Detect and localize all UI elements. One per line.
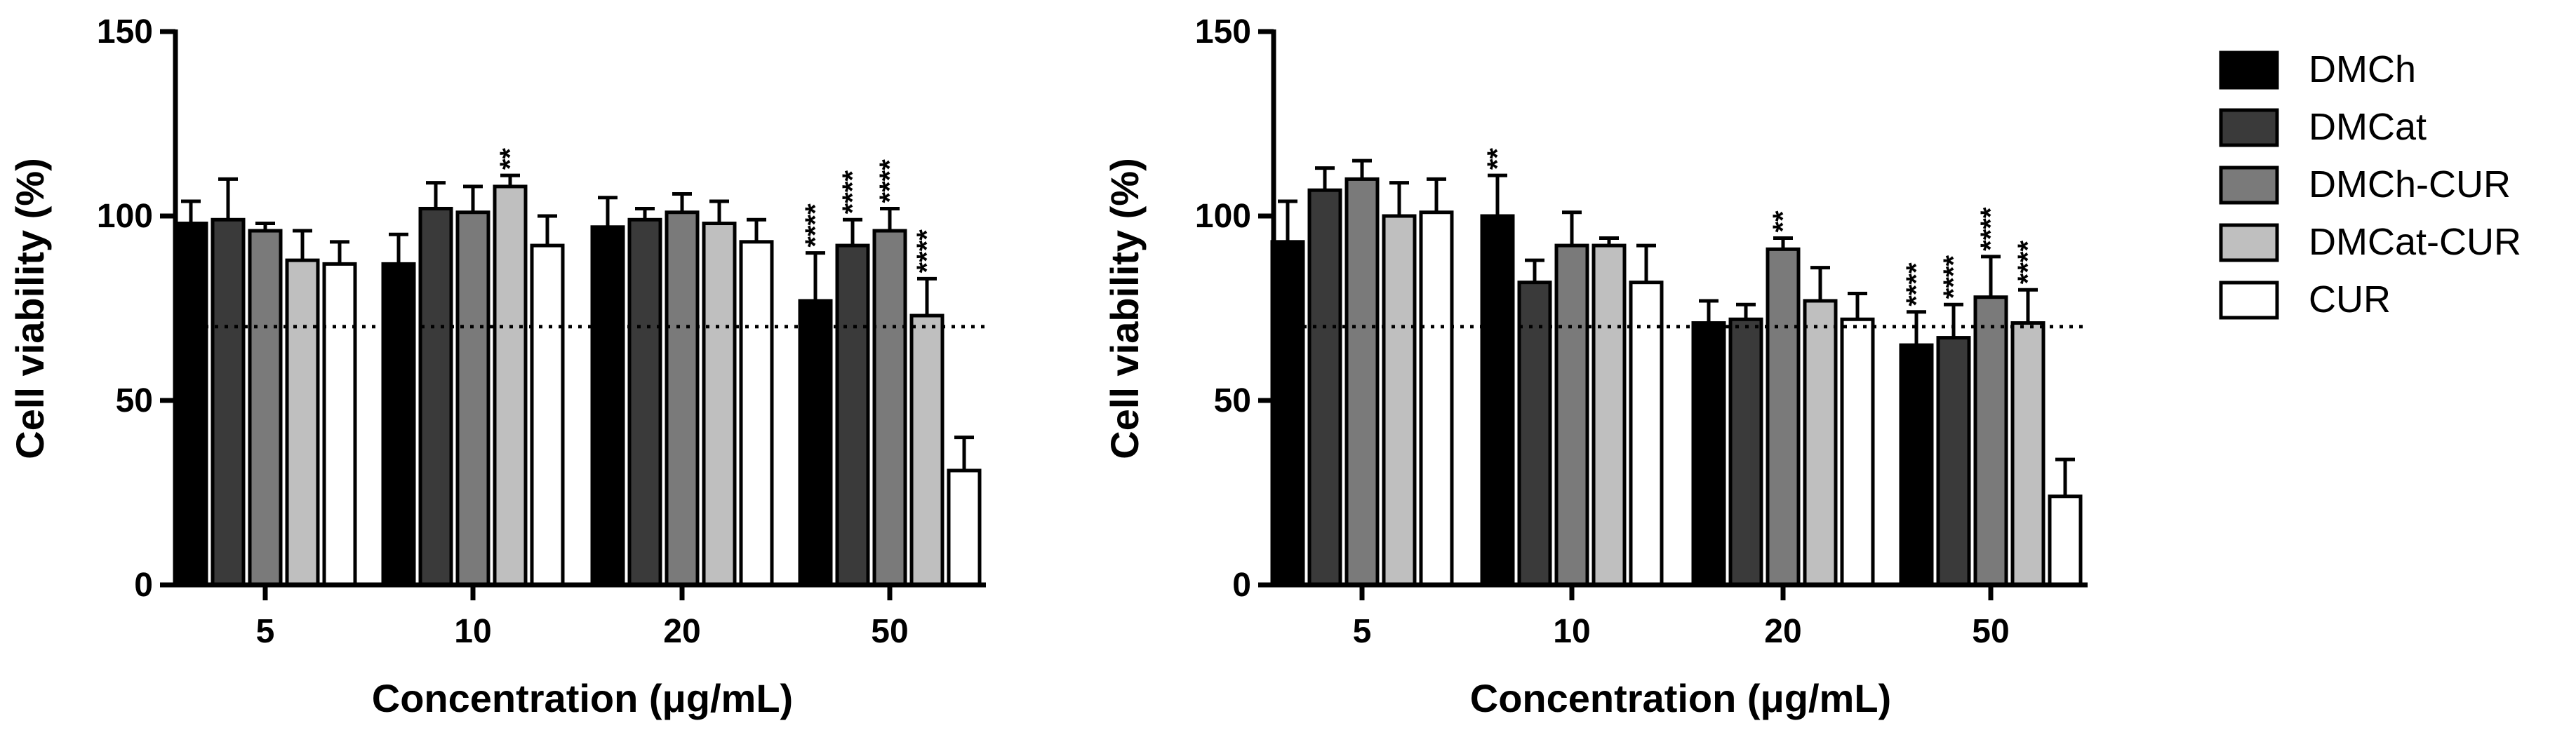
bar-cur-20 xyxy=(739,240,774,587)
significance-label: **** xyxy=(2013,241,2043,285)
bar-dmch-cur-50 xyxy=(872,229,907,587)
bar-dmch-cur-10 xyxy=(455,210,490,587)
y-tick-label: 0 xyxy=(1232,567,1251,604)
significance-label: **** xyxy=(912,229,942,274)
significance-label: ** xyxy=(1482,148,1513,170)
bar-dmch-cur-20 xyxy=(665,210,700,587)
bar-dmch-10 xyxy=(381,262,416,587)
bar-cur-50 xyxy=(947,468,982,587)
legend-swatch-dmch-cur xyxy=(2219,166,2279,205)
bar-dmcat-cur-50 xyxy=(909,313,945,587)
bar-dmch-20 xyxy=(590,225,625,587)
significance-label: **** xyxy=(1975,207,2006,251)
y-tick-label: 100 xyxy=(97,198,153,235)
y-axis-label: Cell viability (%) xyxy=(1102,158,1147,459)
bar-dmcat-cur-50 xyxy=(2010,321,2046,587)
x-tick-label: 5 xyxy=(256,613,275,650)
bar-dmcat-20 xyxy=(1728,317,1763,587)
y-tick-label: 50 xyxy=(1214,382,1251,419)
x-axis-label: Concentration (μg/mL) xyxy=(372,676,793,720)
bar-cur-5 xyxy=(1419,210,1454,587)
legend-swatch-cur xyxy=(2219,281,2279,320)
y-tick-label: 150 xyxy=(1195,13,1251,50)
legend-label: DMCh xyxy=(2309,48,2416,90)
legend: DMCh DMCat DMCh-CUR DMCat-CUR CUR xyxy=(2219,48,2521,321)
legend-swatch-dmcat-cur xyxy=(2219,223,2279,262)
bar-dmcat-cur-20 xyxy=(1803,299,1838,587)
bar-dmch-cur-10 xyxy=(1554,243,1589,587)
legend-label: CUR xyxy=(2309,278,2391,321)
bar-dmcat-10 xyxy=(1517,281,1552,587)
x-tick-label: 20 xyxy=(1764,613,1801,650)
significance-label: **** xyxy=(800,203,831,248)
bar-dmcat-cur-10 xyxy=(1591,243,1627,587)
bar-cur-10 xyxy=(530,243,565,587)
bar-dmch-20 xyxy=(1691,321,1726,587)
bar-dmcat-50 xyxy=(835,243,870,587)
bar-dmcat-cur-5 xyxy=(1382,214,1417,587)
significance-label: **** xyxy=(1938,255,1969,299)
bar-dmcat-20 xyxy=(627,217,662,587)
bar-dmch-cur-20 xyxy=(1766,247,1801,587)
x-tick-label: 50 xyxy=(1972,613,2009,650)
bar-cur-50 xyxy=(2048,494,2083,587)
bar-cur-20 xyxy=(1840,317,1875,587)
bar-dmcat-cur-10 xyxy=(493,184,528,587)
legend-label: DMCh-CUR xyxy=(2309,163,2511,205)
bar-dmch-50 xyxy=(798,299,833,587)
significance-label: ** xyxy=(1768,210,1798,233)
x-tick-label: 5 xyxy=(1353,613,1372,650)
bar-dmcat-cur-20 xyxy=(702,222,737,587)
legend-swatch-dmch xyxy=(2219,50,2279,90)
bar-dmcat-cur-5 xyxy=(285,258,320,587)
bar-dmcat-50 xyxy=(1936,336,1971,587)
bar-dmcat-10 xyxy=(418,206,453,587)
significance-label: **** xyxy=(1901,262,1932,306)
y-tick-label: 150 xyxy=(97,13,153,50)
legend-label: DMCat-CUR xyxy=(2309,221,2521,263)
bar-cur-5 xyxy=(322,262,357,587)
bar-dmch-5 xyxy=(173,222,208,587)
y-tick-label: 0 xyxy=(134,567,153,604)
y-axis-label: Cell viability (%) xyxy=(8,158,52,459)
bar-dmch-50 xyxy=(1899,343,1934,587)
bar-dmcat-5 xyxy=(1307,188,1342,587)
bar-dmch-cur-5 xyxy=(248,229,283,587)
legend-swatch-dmcat xyxy=(2219,108,2279,147)
bar-dmch-10 xyxy=(1480,214,1515,587)
x-tick-label: 20 xyxy=(663,613,700,650)
significance-label: ** xyxy=(495,148,526,170)
significance-label: **** xyxy=(874,159,905,203)
legend-label: DMCat xyxy=(2309,106,2427,148)
bar-dmch-cur-5 xyxy=(1344,177,1380,587)
x-tick-label: 10 xyxy=(454,613,491,650)
y-tick-label: 50 xyxy=(116,382,153,419)
bar-dmcat-5 xyxy=(211,217,246,587)
significance-label: **** xyxy=(837,170,868,215)
bar-dmch-5 xyxy=(1270,240,1305,587)
y-tick-label: 100 xyxy=(1195,198,1251,235)
x-tick-label: 10 xyxy=(1553,613,1590,650)
bar-dmch-cur-50 xyxy=(1973,295,2008,587)
x-axis-label: Concentration (μg/mL) xyxy=(1470,676,1891,720)
x-tick-label: 50 xyxy=(871,613,908,650)
